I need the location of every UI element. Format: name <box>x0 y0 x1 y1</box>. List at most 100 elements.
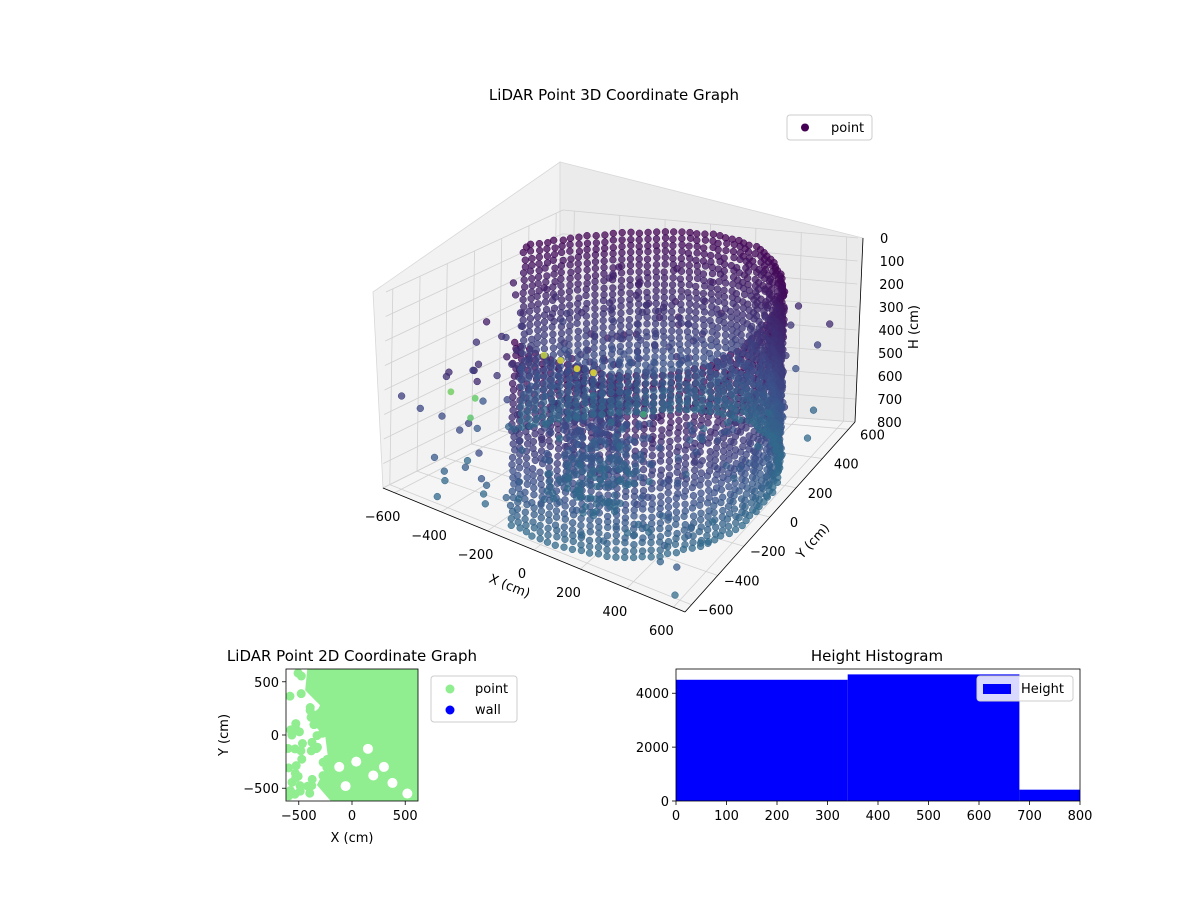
point-3d <box>566 240 574 249</box>
point-3d <box>589 410 597 418</box>
point-3d <box>542 292 550 300</box>
point-3d <box>582 332 590 340</box>
point-3d <box>769 483 777 491</box>
point-3d <box>708 321 716 330</box>
point-3d <box>479 490 488 498</box>
point-3d <box>659 347 667 355</box>
point-3d <box>530 504 538 512</box>
point-3d <box>566 234 575 242</box>
point-3d <box>711 536 719 544</box>
point-3d <box>565 381 573 390</box>
point-3d <box>526 355 534 363</box>
point-3d <box>508 413 516 422</box>
point-3d <box>644 248 652 256</box>
point-3d <box>707 374 715 383</box>
point-3d <box>692 282 700 291</box>
point-3d <box>609 256 617 264</box>
point-3d <box>700 354 708 362</box>
point-3d <box>545 477 553 486</box>
point-3d <box>692 340 700 349</box>
point-3d <box>621 519 629 527</box>
point-3d <box>574 334 582 342</box>
y-tick-label-3d: 600 <box>860 428 885 443</box>
point-3d <box>693 242 701 251</box>
point-3d <box>678 234 686 243</box>
point-3d <box>574 259 582 268</box>
z-tick-label-3d: 0 <box>880 232 888 247</box>
point-3d <box>664 489 672 497</box>
point-3d <box>717 486 726 494</box>
point-3d <box>744 371 752 380</box>
point-3d <box>511 338 519 347</box>
point-3d <box>734 360 742 368</box>
point-3d <box>527 382 535 390</box>
point-3d <box>658 512 666 520</box>
point-3d <box>617 302 625 310</box>
point-3d <box>760 307 768 315</box>
point-3d <box>714 291 723 299</box>
point-3d <box>728 326 736 334</box>
point-3d <box>728 391 736 399</box>
point-3d <box>651 320 660 328</box>
point-3d <box>668 294 677 302</box>
point-3d <box>508 507 517 516</box>
z-tick-label-3d: 400 <box>879 324 904 339</box>
point-3d <box>731 525 740 534</box>
point-3d <box>531 456 539 465</box>
point-3d <box>589 439 597 447</box>
point-3d <box>586 528 594 536</box>
point-3d <box>715 278 723 286</box>
point-3d <box>526 361 534 370</box>
point-3d <box>540 419 549 427</box>
point-3d <box>668 281 677 289</box>
point-3d <box>563 309 571 318</box>
point-3d <box>749 380 757 388</box>
ticks-3d: −600−400−2000200400600−600−400−200020040… <box>365 232 905 639</box>
point-3d <box>612 546 620 554</box>
point-3d <box>534 279 542 288</box>
point-3d <box>557 357 564 364</box>
point-3d <box>517 322 525 330</box>
point-3d <box>707 251 715 260</box>
point-3d <box>517 416 526 425</box>
point-3d <box>672 520 680 529</box>
point-3d <box>676 385 684 393</box>
point-3d <box>656 525 664 533</box>
point-3d <box>585 549 594 557</box>
point-3d <box>693 236 701 244</box>
point-3d <box>595 456 604 465</box>
point-3d <box>601 238 609 246</box>
point-3d <box>607 375 615 383</box>
point-3d <box>590 425 599 433</box>
point-3d <box>581 413 589 421</box>
point-3d <box>704 512 712 521</box>
point-3d <box>714 297 723 306</box>
point-3d <box>556 434 564 443</box>
point-3d <box>517 410 526 418</box>
point-3d <box>645 528 653 536</box>
point-3d <box>549 404 557 413</box>
point-3d <box>433 492 441 501</box>
point-3d <box>678 241 686 249</box>
point-3d <box>664 529 672 538</box>
point-3d <box>665 457 674 465</box>
point-3d <box>803 434 812 442</box>
point-3d <box>621 547 629 555</box>
point-3d <box>707 309 716 317</box>
x-tick-label-3d: −400 <box>411 529 447 544</box>
point-3d <box>574 253 583 261</box>
point-3d <box>712 450 720 458</box>
point-3d <box>583 232 591 240</box>
point-3d <box>598 403 606 411</box>
point-3d <box>526 388 534 397</box>
point-3d <box>637 494 645 502</box>
point-3d <box>744 416 753 424</box>
point-3d <box>555 408 563 416</box>
z-tick-label-3d: 700 <box>877 393 902 408</box>
point-3d <box>713 444 721 452</box>
point-3d <box>667 379 675 388</box>
point-3d <box>739 304 747 312</box>
point-3d <box>643 320 651 328</box>
point-3d <box>723 239 731 248</box>
point-3d <box>672 494 680 502</box>
